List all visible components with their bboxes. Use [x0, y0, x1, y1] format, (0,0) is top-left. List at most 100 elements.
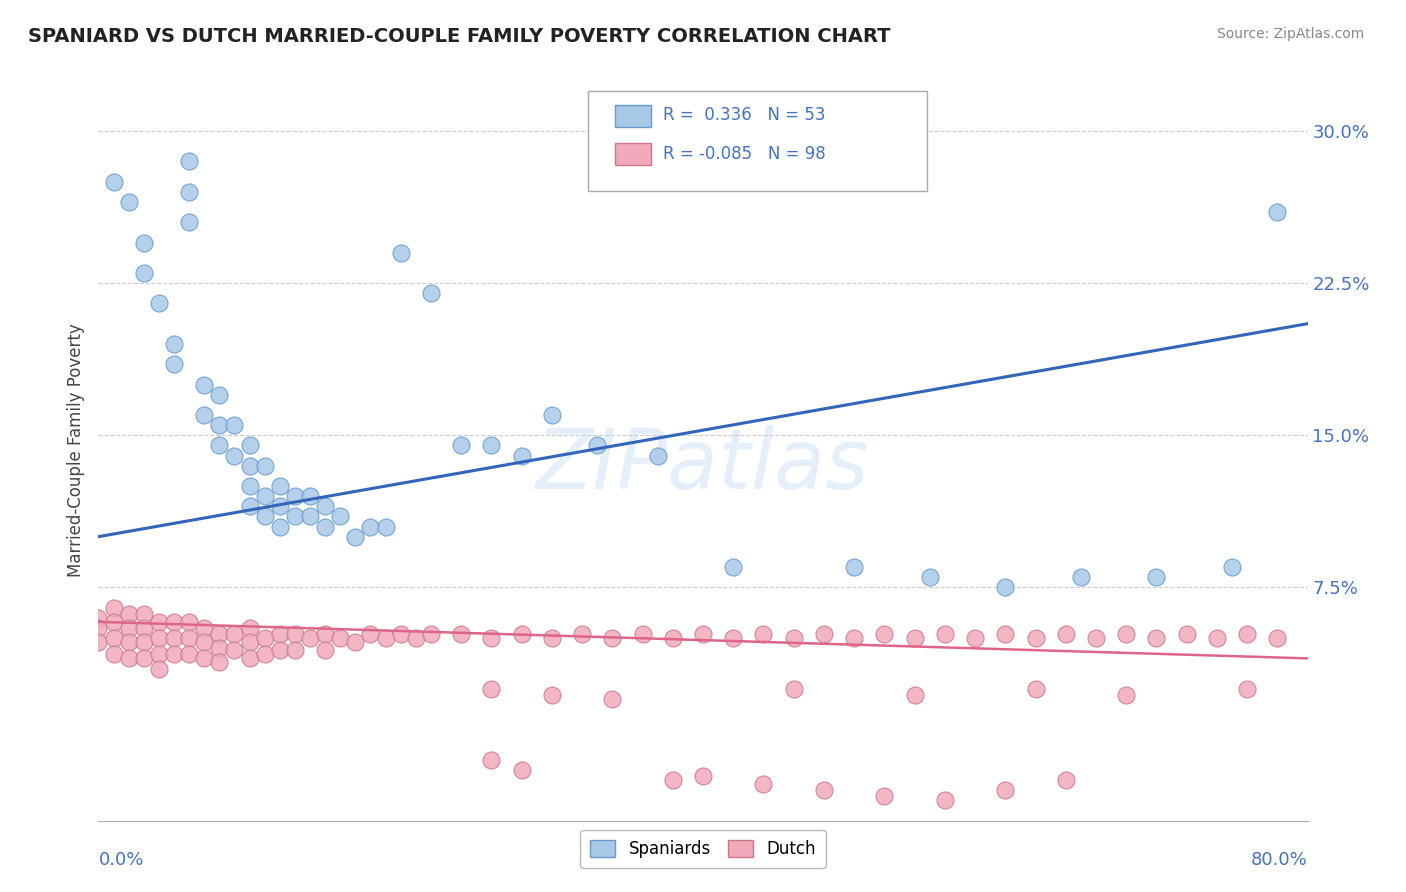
Point [752, 777, 775, 791]
Point [873, 789, 896, 804]
Point [405, 631, 427, 645]
Point [344, 530, 367, 544]
Point [783, 681, 806, 696]
Point [602, 631, 624, 645]
Point [118, 194, 141, 209]
Point [253, 648, 276, 662]
Point [103, 648, 125, 662]
Point [253, 458, 276, 473]
Point [224, 643, 246, 657]
Point [253, 509, 276, 524]
Point [647, 449, 669, 463]
Point [1236, 681, 1258, 696]
Point [148, 296, 170, 310]
Point [918, 570, 941, 584]
Point [239, 500, 262, 514]
Point [1054, 627, 1077, 641]
Point [360, 519, 382, 533]
Point [193, 377, 215, 392]
Point [239, 458, 262, 473]
Point [163, 631, 186, 645]
Point [1267, 631, 1289, 645]
Point [661, 631, 683, 645]
Point [193, 621, 215, 635]
Point [208, 418, 231, 433]
Point [179, 185, 201, 199]
FancyBboxPatch shape [588, 91, 927, 191]
Point [118, 607, 141, 621]
Point [224, 627, 246, 641]
Point [420, 627, 443, 641]
Point [1054, 773, 1077, 788]
Point [844, 631, 866, 645]
Point [661, 773, 683, 788]
Point [239, 621, 262, 635]
Point [844, 560, 866, 574]
Point [450, 627, 472, 641]
Point [314, 500, 336, 514]
Point [329, 631, 352, 645]
Point [1070, 570, 1092, 584]
Point [132, 266, 155, 280]
Point [103, 631, 125, 645]
Point [329, 509, 352, 524]
Point [148, 631, 170, 645]
Point [723, 560, 745, 574]
Point [374, 519, 396, 533]
Point [1024, 681, 1046, 696]
Point [239, 635, 262, 649]
Point [994, 627, 1017, 641]
Point [163, 615, 186, 629]
Point [299, 489, 322, 503]
Point [163, 357, 186, 371]
Point [586, 438, 609, 452]
Point [179, 615, 201, 629]
Text: SPANIARD VS DUTCH MARRIED-COUPLE FAMILY POVERTY CORRELATION CHART: SPANIARD VS DUTCH MARRIED-COUPLE FAMILY … [28, 27, 890, 45]
Point [208, 656, 231, 670]
Point [269, 627, 291, 641]
Point [360, 627, 382, 641]
Point [224, 449, 246, 463]
Point [239, 479, 262, 493]
Point [510, 763, 533, 777]
Point [239, 651, 262, 665]
Point [389, 245, 412, 260]
Point [269, 500, 291, 514]
FancyBboxPatch shape [614, 104, 651, 127]
Point [1024, 631, 1046, 645]
Point [284, 509, 307, 524]
Point [965, 631, 987, 645]
Point [873, 627, 896, 641]
Point [813, 627, 835, 641]
Legend: Spaniards, Dutch: Spaniards, Dutch [581, 830, 825, 868]
Point [208, 641, 231, 656]
Point [87, 611, 110, 625]
Point [314, 627, 336, 641]
Point [314, 519, 336, 533]
Point [571, 627, 593, 641]
Y-axis label: Married-Couple Family Poverty: Married-Couple Family Poverty [66, 324, 84, 577]
Point [193, 635, 215, 649]
Point [179, 648, 201, 662]
Point [87, 635, 110, 649]
Point [481, 631, 503, 645]
Point [389, 627, 412, 641]
Point [1206, 631, 1229, 645]
Point [132, 607, 155, 621]
Point [118, 635, 141, 649]
Point [224, 418, 246, 433]
Point [163, 337, 186, 351]
FancyBboxPatch shape [614, 144, 651, 165]
Point [540, 688, 562, 702]
Point [239, 438, 262, 452]
Point [1115, 688, 1137, 702]
Text: Source: ZipAtlas.com: Source: ZipAtlas.com [1216, 27, 1364, 41]
Point [87, 621, 110, 635]
Point [723, 631, 745, 645]
Point [904, 688, 927, 702]
Point [208, 387, 231, 401]
Point [179, 215, 201, 229]
Point [208, 627, 231, 641]
Point [752, 627, 775, 641]
Point [118, 621, 141, 635]
